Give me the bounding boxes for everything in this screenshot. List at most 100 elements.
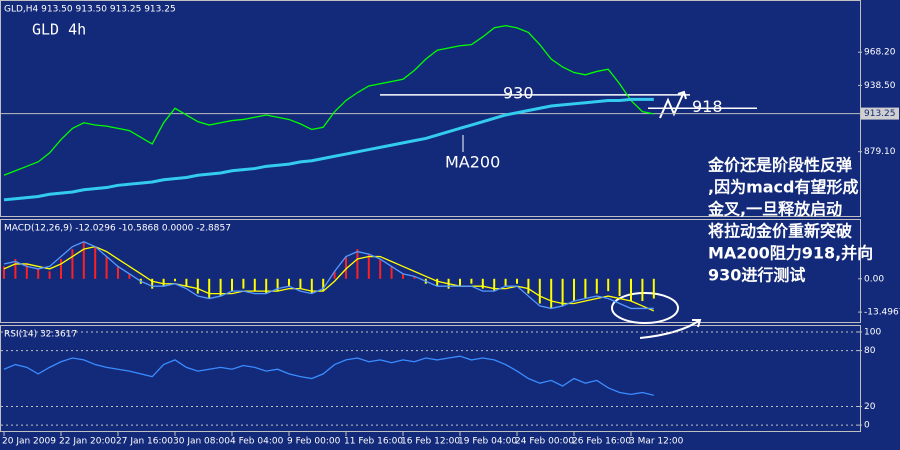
histogram-bar xyxy=(641,278,644,302)
rsi-panel xyxy=(0,325,861,432)
histogram-bar xyxy=(516,278,518,284)
histogram-bar xyxy=(208,278,211,299)
histogram-bar xyxy=(379,259,382,279)
histogram-bar xyxy=(231,278,233,292)
histogram-bar xyxy=(402,273,404,279)
rsi-header: RSI(14) 32.3617 xyxy=(4,330,77,340)
histogram-bar xyxy=(573,278,575,302)
histogram-bar xyxy=(607,278,610,292)
histogram-bar xyxy=(459,278,461,287)
x-tick-label: 9 Feb 00:00 xyxy=(287,437,341,447)
histogram-bar xyxy=(25,263,28,279)
histogram-bar xyxy=(561,278,564,306)
x-tick-label: 19 Feb 04:00 xyxy=(458,437,517,447)
y-tick-label: 0.00 xyxy=(864,274,884,284)
note-line: 金叉,一旦释放启动 xyxy=(707,200,842,219)
histogram-bar xyxy=(481,278,484,289)
histogram-bar xyxy=(527,278,530,294)
x-tick-label: 24 Feb 00:00 xyxy=(515,437,574,447)
x-tick-label: 30 Jan 08:00 xyxy=(173,437,230,447)
note-line: ,因为macd有望形成 xyxy=(708,178,859,197)
histogram-bar xyxy=(310,278,313,294)
highlight-ellipse xyxy=(611,292,679,324)
histogram-bar xyxy=(538,278,541,304)
histogram-bar xyxy=(82,241,85,279)
histogram-bar xyxy=(128,273,131,279)
y-tick-label: -13.4967 xyxy=(864,308,900,318)
histogram-bar xyxy=(470,278,473,284)
histogram-bar xyxy=(630,278,632,302)
histogram-bar xyxy=(37,268,40,279)
macd-panel xyxy=(0,219,861,323)
note-line: 930进行测试 xyxy=(708,266,805,285)
x-tick-label: 20 Jan 2009 xyxy=(2,437,56,447)
y-tick-label: 80 xyxy=(864,346,876,356)
series-line xyxy=(3,245,655,312)
histogram-bar xyxy=(253,278,256,292)
arrow xyxy=(639,319,702,339)
histogram-bar xyxy=(242,278,245,289)
histogram-bar xyxy=(299,278,302,289)
series-line xyxy=(3,97,654,202)
x-tick-label: 26 Feb 16:00 xyxy=(572,437,631,447)
histogram-bar xyxy=(504,278,507,287)
note-line: 金价还是阶段性反弹 xyxy=(707,156,852,175)
x-tick-label: 11 Feb 16:00 xyxy=(344,437,403,447)
histogram-bar xyxy=(94,246,97,279)
histogram-bar xyxy=(162,278,165,287)
y-tick-label: 100 xyxy=(864,327,881,337)
histogram-bar xyxy=(652,278,655,299)
histogram-bar xyxy=(3,266,5,279)
x-tick-label: 4 Feb 04:00 xyxy=(230,437,284,447)
histogram-bar xyxy=(595,278,598,294)
histogram-bar xyxy=(345,256,347,279)
price-header: GLD,H4 913.50 913.50 913.25 913.25 xyxy=(4,5,176,15)
histogram-bar xyxy=(117,266,119,279)
histogram-bar xyxy=(618,278,621,297)
histogram-bar xyxy=(151,278,154,289)
histogram-bar xyxy=(390,266,393,279)
level-label: 930 xyxy=(503,83,534,102)
series-line xyxy=(3,355,654,396)
x-tick-label: 22 Jan 20:00 xyxy=(59,437,116,447)
histogram-bar xyxy=(413,276,416,279)
histogram-bar xyxy=(584,278,587,299)
chart-title: GLD 4h xyxy=(32,21,86,39)
histogram-bar xyxy=(333,271,336,279)
price-panel xyxy=(0,0,861,217)
histogram-bar xyxy=(436,278,439,287)
x-tick-label: 27 Jan 16:00 xyxy=(116,437,173,447)
histogram-bar xyxy=(60,259,62,279)
macd-header: MACD(12,26,9) -12.0296 -10.5868 0.0000 -… xyxy=(4,224,231,234)
histogram-bar xyxy=(105,256,108,279)
series-line xyxy=(3,241,654,310)
histogram-bar xyxy=(71,249,74,279)
last-price-label: 913.25 xyxy=(864,109,896,119)
x-tick-label: 16 Feb 12:00 xyxy=(401,437,460,447)
histogram-bar xyxy=(322,278,325,292)
note-line: MA200阻力918,并向 xyxy=(708,244,873,263)
y-tick-label: 0 xyxy=(864,421,870,431)
histogram-bar xyxy=(367,254,370,279)
histogram-bar xyxy=(550,278,553,309)
y-tick-label: 879.10 xyxy=(864,147,896,157)
ma200-label: MA200 xyxy=(445,153,500,172)
histogram-bar xyxy=(356,249,359,279)
histogram-bar xyxy=(48,271,51,279)
y-tick-label: 968.20 xyxy=(864,48,896,58)
histogram-bar xyxy=(174,278,176,282)
note-line: 将拉动金价重新突破 xyxy=(708,222,852,241)
histogram-bar xyxy=(219,278,222,297)
histogram-bar xyxy=(185,278,188,287)
y-tick-label: 20 xyxy=(864,402,876,412)
histogram-bar xyxy=(288,278,290,287)
level-label: 918 xyxy=(692,97,723,116)
last-price-box xyxy=(861,107,899,120)
histogram-bar xyxy=(265,278,268,294)
histogram-bar xyxy=(493,278,496,292)
histogram-bar xyxy=(196,278,199,294)
y-tick-label: 938.50 xyxy=(864,81,896,91)
